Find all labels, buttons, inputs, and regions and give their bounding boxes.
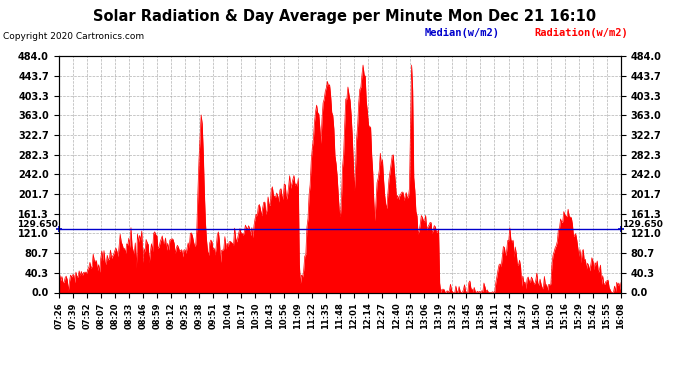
Text: Solar Radiation & Day Average per Minute Mon Dec 21 16:10: Solar Radiation & Day Average per Minute… — [93, 9, 597, 24]
Text: Median(w/m2): Median(w/m2) — [424, 28, 500, 38]
Text: 129.650: 129.650 — [17, 220, 57, 229]
Text: Copyright 2020 Cartronics.com: Copyright 2020 Cartronics.com — [3, 32, 145, 41]
Text: 129.650: 129.650 — [622, 220, 663, 229]
Text: Radiation(w/m2): Radiation(w/m2) — [535, 28, 629, 38]
